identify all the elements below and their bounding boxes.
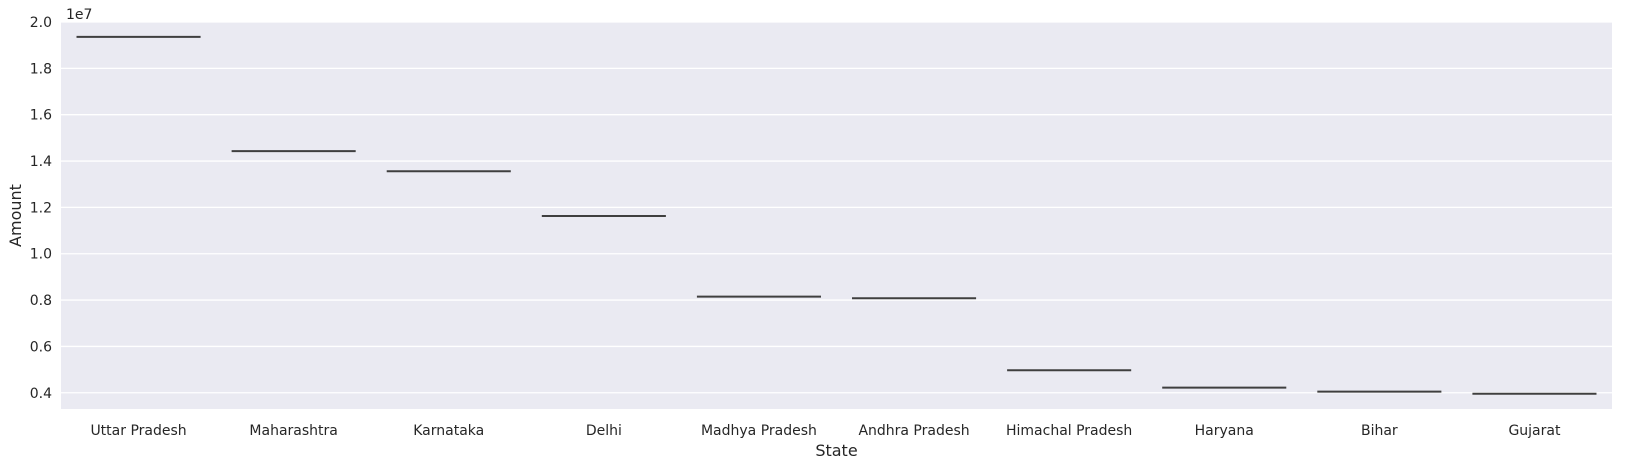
y-tick-labels: 0.4 0.6 0.8 1.0 1.2 1.4 1.6 1.8 2.0: [30, 15, 52, 402]
y-tick-label: 1.0: [30, 247, 52, 263]
x-tick-labels: Uttar Pradesh Maharashtra Karnataka Delhi Ma…: [90, 423, 1561, 439]
y-axis-label: Amount: [6, 184, 25, 247]
x-tick-label: Andhra Pradesh: [858, 423, 969, 439]
x-tick-label: Madhya Pradesh: [701, 423, 817, 439]
plot-background: [61, 22, 1612, 409]
x-tick-label: Haryana: [1195, 423, 1254, 439]
y-tick-label: 1.8: [30, 61, 52, 77]
median-lines: [76, 35, 1597, 395]
y-tick-label: 2.0: [30, 15, 52, 31]
y-tick-label: 0.8: [30, 293, 52, 309]
x-tick-label: Karnataka: [413, 423, 484, 439]
x-tick-label: Himachal Pradesh: [1006, 423, 1132, 439]
x-tick-label: Maharashtra: [249, 423, 337, 439]
y-tick-label: 1.6: [30, 108, 52, 124]
x-tick-label: Bihar: [1361, 423, 1398, 439]
x-axis-label: State: [815, 441, 857, 460]
grid-lines: [61, 21, 1612, 394]
y-tick-label: 0.6: [30, 339, 52, 355]
x-tick-label: Uttar Pradesh: [90, 423, 186, 439]
x-tick-label: Delhi: [586, 423, 622, 439]
y-scale-offset-label: 1e7: [66, 7, 92, 23]
y-tick-label: 0.4: [30, 386, 52, 402]
y-tick-label: 1.2: [30, 200, 52, 216]
x-tick-label: Gujarat: [1508, 423, 1561, 439]
y-tick-label: 1.4: [30, 154, 52, 170]
